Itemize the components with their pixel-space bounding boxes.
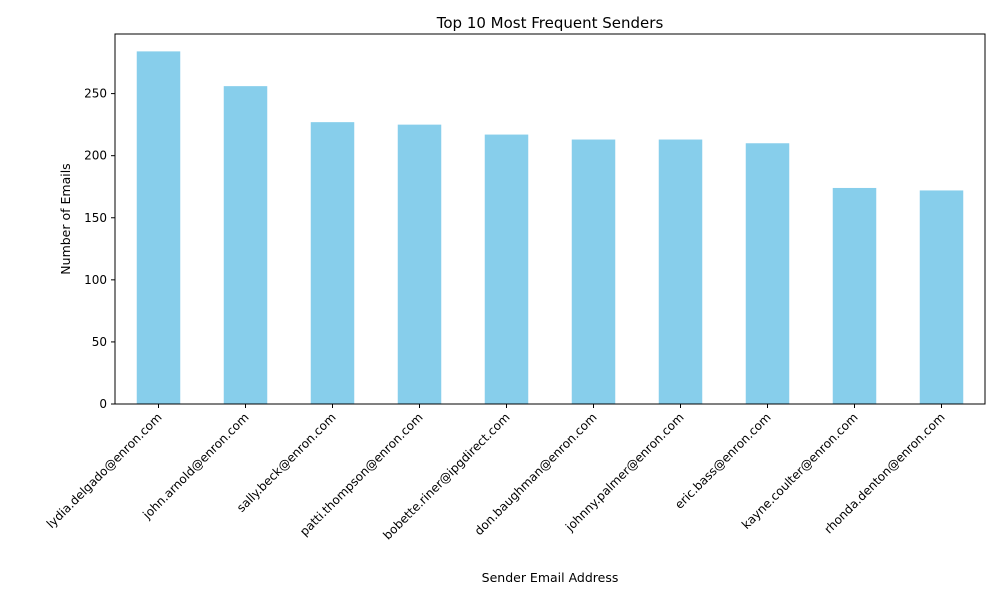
y-tick-label: 100: [84, 273, 107, 287]
chart-title: Top 10 Most Frequent Senders: [436, 14, 664, 32]
y-axis-label: Number of Emails: [58, 163, 73, 274]
bar-2: [223, 86, 268, 405]
x-tick-label: eric.bass@enron.com: [672, 410, 774, 512]
y-axis: 0 50 100 150 200 250: [84, 87, 115, 411]
x-axis-label: Sender Email Address: [482, 570, 619, 585]
y-tick-label: 250: [84, 87, 107, 101]
y-tick-label: 150: [84, 211, 107, 225]
bar-6: [571, 139, 616, 404]
bar-5: [484, 134, 529, 404]
y-tick-label: 200: [84, 149, 107, 163]
x-axis: lydia.delgado@enron.comjohn.arnold@enron…: [44, 404, 948, 543]
bar-3: [310, 122, 355, 405]
bar-1: [136, 51, 181, 405]
plot-frame: [114, 33, 986, 405]
bars-layer: [136, 51, 964, 405]
bar-4: [397, 124, 442, 405]
x-tick-label: sally.beck@enron.com: [234, 410, 339, 515]
bar-9: [832, 187, 877, 404]
y-tick-label: 0: [99, 397, 107, 411]
bar-8: [745, 143, 790, 404]
bar-7: [658, 139, 703, 404]
bar-10: [919, 190, 964, 404]
y-tick-label: 50: [92, 335, 107, 349]
